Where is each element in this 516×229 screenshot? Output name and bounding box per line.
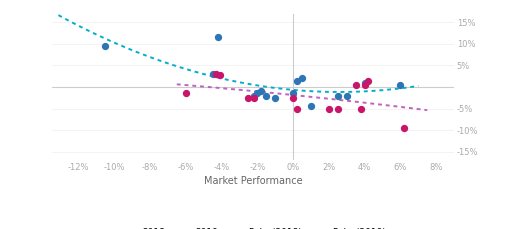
2018 [257, 90, 265, 93]
Poly. (2019) [323, 97, 329, 100]
2019 [250, 96, 258, 100]
2018 [253, 92, 262, 95]
Poly. (2018) [267, 86, 273, 89]
2018 [214, 36, 222, 39]
2019 [212, 72, 220, 76]
2019 [289, 96, 297, 100]
2019 [364, 79, 373, 82]
Poly. (2018) [415, 85, 422, 87]
2019 [357, 107, 365, 110]
2019 [334, 107, 342, 110]
Poly. (2019) [424, 109, 430, 112]
Poly. (2018) [273, 87, 279, 90]
2019 [182, 92, 190, 95]
2019 [400, 126, 408, 130]
2018 [262, 94, 270, 98]
Poly. (2019) [174, 83, 181, 86]
2019 [351, 83, 360, 87]
2018 [361, 81, 369, 85]
Poly. (2019) [385, 104, 391, 107]
Poly. (2018) [337, 91, 343, 93]
X-axis label: Market Performance: Market Performance [203, 176, 302, 186]
2018 [334, 94, 342, 98]
2019 [293, 107, 301, 110]
Poly. (2019) [322, 97, 328, 100]
2018 [293, 79, 301, 82]
Poly. (2018) [49, 10, 55, 13]
2018 [396, 83, 405, 87]
Poly. (2018) [50, 11, 56, 14]
Poly. (2019) [174, 83, 180, 86]
2019 [216, 73, 224, 77]
2018 [343, 94, 351, 98]
2018 [307, 105, 315, 108]
2018 [208, 72, 217, 76]
Poly. (2018) [382, 89, 388, 91]
2018 [298, 76, 306, 80]
2019 [325, 107, 333, 110]
Poly. (2019) [401, 106, 407, 109]
2018 [271, 96, 279, 100]
Poly. (2018) [266, 86, 272, 88]
2018 [289, 92, 297, 95]
2019 [361, 83, 369, 87]
Legend: 2018, 2019, Poly. (2018), Poly. (2019): 2018, 2019, Poly. (2018), Poly. (2019) [117, 225, 389, 229]
2018 [101, 44, 109, 48]
2019 [244, 96, 252, 100]
Poly. (2019) [327, 98, 333, 100]
Line: Poly. (2019): Poly. (2019) [177, 84, 427, 110]
Line: Poly. (2018): Poly. (2018) [52, 11, 418, 92]
2018 [250, 94, 258, 98]
Poly. (2018) [359, 90, 365, 93]
